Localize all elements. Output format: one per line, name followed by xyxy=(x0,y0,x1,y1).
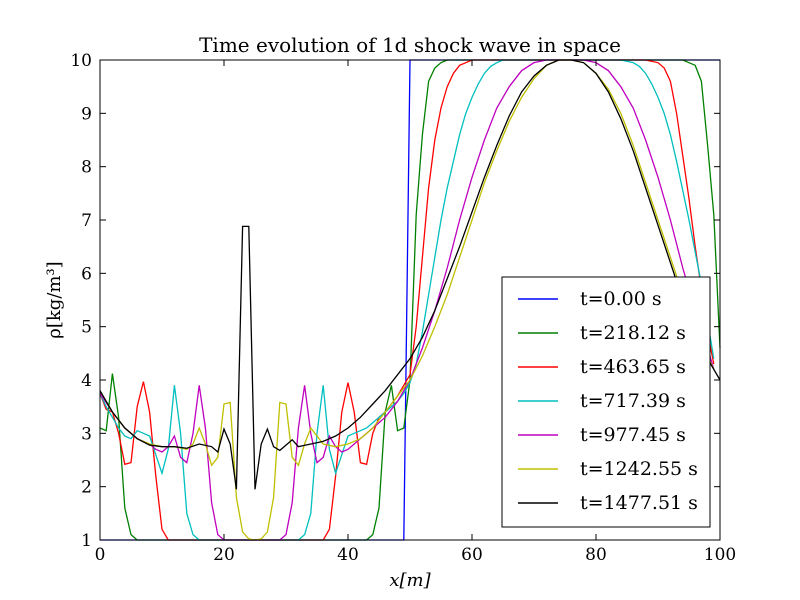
legend-label: t=0.00 s xyxy=(580,288,662,310)
x-tick-label: 100 xyxy=(704,545,736,565)
x-tick-label: 40 xyxy=(337,545,359,565)
y-tick-label: 3 xyxy=(81,424,92,444)
y-tick-label: 9 xyxy=(81,104,92,124)
series-line-4 xyxy=(99,59,715,541)
x-axis-label: x[m] xyxy=(389,570,431,591)
x-tick-label: 0 xyxy=(95,545,106,565)
x-tick-label: 20 xyxy=(213,545,235,565)
axis-layer: 0 20 40 60 80 100 1 2 3 4 5 6 7 8 9 10 xyxy=(70,51,736,565)
y-tick-label: 7 xyxy=(81,211,92,231)
x-tick-label: 60 xyxy=(461,545,483,565)
y-tick-label: 2 xyxy=(81,478,92,498)
plot-frame xyxy=(99,59,721,541)
legend-box xyxy=(501,276,711,528)
y-tick-label: 4 xyxy=(81,371,92,391)
x-tick-label: 80 xyxy=(585,545,607,565)
series-line-5 xyxy=(99,59,715,541)
y-tick-label: 5 xyxy=(81,318,92,338)
chart-title: Time evolution of 1d shock wave in space xyxy=(199,33,621,57)
legend-label: t=717.39 s xyxy=(580,390,686,412)
legend-label: t=463.65 s xyxy=(580,356,686,378)
y-tick-label: 10 xyxy=(70,51,92,71)
legend: t=0.00 s t=218.12 s t=463.65 s t=717.39 s t=… xyxy=(501,276,711,528)
legend-label: t=218.12 s xyxy=(580,322,686,344)
y-axis-label: ρ[kg/m³] xyxy=(44,261,65,338)
legend-label: t=1477.51 s xyxy=(580,492,698,514)
y-tick-label: 6 xyxy=(81,264,92,284)
legend-label: t=1242.55 s xyxy=(580,458,698,480)
y-tick-label: 8 xyxy=(81,158,92,178)
legend-label: t=977.45 s xyxy=(580,424,686,446)
y-tick-label: 1 xyxy=(81,531,92,551)
series-line-7 xyxy=(99,59,721,490)
